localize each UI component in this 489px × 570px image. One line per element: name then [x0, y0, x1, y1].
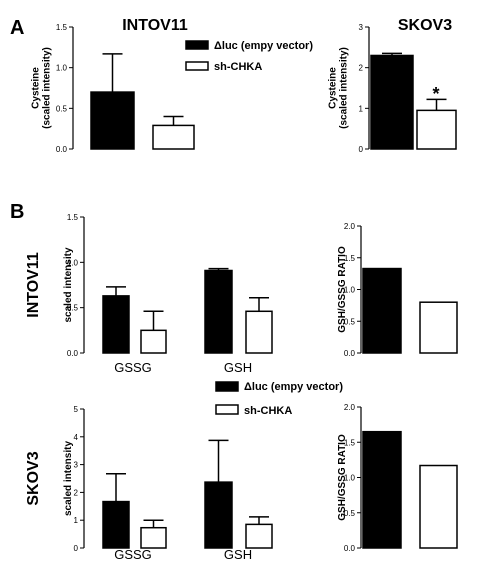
legend-label-series1: Δluc (empy vector) — [214, 40, 313, 52]
y-axis-label: (scaled intensity) — [42, 47, 53, 129]
y-tick-label: 3 — [74, 461, 79, 470]
y-tick-label: 1 — [359, 104, 364, 113]
y-tick-label: 0 — [74, 544, 79, 553]
significance-marker: * — [432, 84, 439, 104]
y-tick-label: 1.0 — [344, 286, 356, 295]
chart-b-skov3-ratio: 0.0 0.5 1.0 1.5 2.0 GSH/GSSG RATIO — [337, 403, 458, 553]
legend-label-series1: Δluc (empy vector) — [244, 381, 343, 393]
y-tick-label: 1.0 — [56, 64, 68, 73]
bar-luc — [204, 481, 233, 549]
chart-title: SKOV3 — [398, 17, 452, 34]
legend-label-series2: sh-CHKA — [244, 405, 292, 417]
y-tick-label: 0.5 — [344, 317, 356, 326]
bar-sh-chka — [140, 329, 167, 354]
y-axis-label: (scaled intensity) — [339, 47, 350, 129]
y-axis-label: scaled intensity — [63, 441, 74, 516]
panel-label-a: A — [10, 17, 24, 39]
bar-sh-chka — [419, 301, 458, 354]
y-tick-label: 0.5 — [56, 104, 68, 113]
bar-sh-chka — [419, 464, 458, 549]
y-tick-label: 0.0 — [56, 145, 68, 154]
y-tick-label: 1.5 — [67, 213, 79, 222]
chart-b-intov11-ratio: 0.0 0.5 1.0 1.5 2.0 GSH/GSSG RATIO — [337, 222, 458, 358]
bar-sh-chka — [416, 109, 457, 150]
bar-sh-chka — [140, 526, 167, 549]
bar-luc — [90, 91, 135, 150]
y-axis-label: Cysteine — [31, 67, 42, 109]
y-tick-label: 2.0 — [344, 222, 356, 231]
chart-b-intov11-bars: 0.0 0.5 1.0 1.5 GSSG GSH INTOV11 scaled intensi… — [25, 213, 273, 375]
y-tick-label: 5 — [74, 405, 79, 414]
y-tick-label: 0.5 — [344, 509, 356, 518]
bar-luc — [204, 269, 233, 354]
chart-a-skov3: 0 1 2 3 SKOV3 Cysteine (scaled intensity) * — [328, 17, 457, 154]
y-tick-label: 1.0 — [344, 474, 356, 483]
y-tick-label: 2 — [359, 64, 364, 73]
y-tick-label: 2.0 — [344, 403, 356, 412]
bar-sh-chka — [245, 523, 273, 549]
y-tick-label: 4 — [74, 433, 79, 442]
chart-b-skov3-bars: 0 1 2 3 4 5 GSSG GSH SKOV3 scaled intensity — [25, 405, 273, 562]
y-tick-label: 0 — [359, 145, 364, 154]
row-label: SKOV3 — [25, 451, 42, 505]
y-axis-label: Cysteine — [328, 67, 339, 109]
bar-luc — [102, 295, 130, 354]
y-tick-label: 0.0 — [344, 349, 356, 358]
bar-luc — [362, 430, 402, 549]
legend-bottom: Δluc (empy vector) sh-CHKA — [215, 381, 343, 417]
y-tick-label: 1 — [74, 516, 79, 525]
y-tick-label: 1.5 — [344, 438, 356, 447]
panel-label-b: B — [10, 201, 24, 223]
legend-swatch-series1 — [215, 381, 239, 392]
y-tick-label: 3 — [359, 23, 364, 32]
x-category-label: GSH — [224, 360, 252, 375]
chart-title: INTOV11 — [122, 17, 188, 34]
y-tick-label: 2 — [74, 488, 79, 497]
x-category-label: GSSG — [114, 547, 152, 562]
legend-top: Δluc (empy vector) sh-CHKA — [185, 40, 313, 73]
y-axis-label: GSH/GSSG RATIO — [337, 246, 348, 333]
x-category-label: GSSG — [114, 360, 152, 375]
legend-swatch-series2 — [185, 61, 209, 71]
x-category-label: GSH — [224, 547, 252, 562]
chart-a-intov11: 0.0 0.5 1.0 1.5 INTOV11 Cysteine (scaled inten… — [31, 17, 195, 154]
legend-swatch-series1 — [185, 40, 209, 50]
bar-luc — [362, 267, 402, 354]
bar-luc — [102, 500, 130, 549]
y-tick-label: 1.0 — [67, 258, 79, 267]
y-tick-label: 1.5 — [344, 254, 356, 263]
legend-label-series2: sh-CHKA — [214, 61, 262, 73]
legend-swatch-series2 — [215, 404, 239, 415]
y-tick-label: 0.0 — [344, 544, 356, 553]
row-label: INTOV11 — [25, 252, 42, 318]
y-tick-label: 0.5 — [67, 304, 79, 313]
bar-sh-chka — [245, 310, 273, 354]
y-axis-label: GSH/GSSG RATIO — [337, 434, 348, 521]
y-axis-label: scaled intensity — [63, 247, 74, 322]
bar-luc — [370, 54, 414, 150]
y-tick-label: 0.0 — [67, 349, 79, 358]
bar-sh-chka — [152, 124, 195, 150]
y-tick-label: 1.5 — [56, 23, 68, 32]
